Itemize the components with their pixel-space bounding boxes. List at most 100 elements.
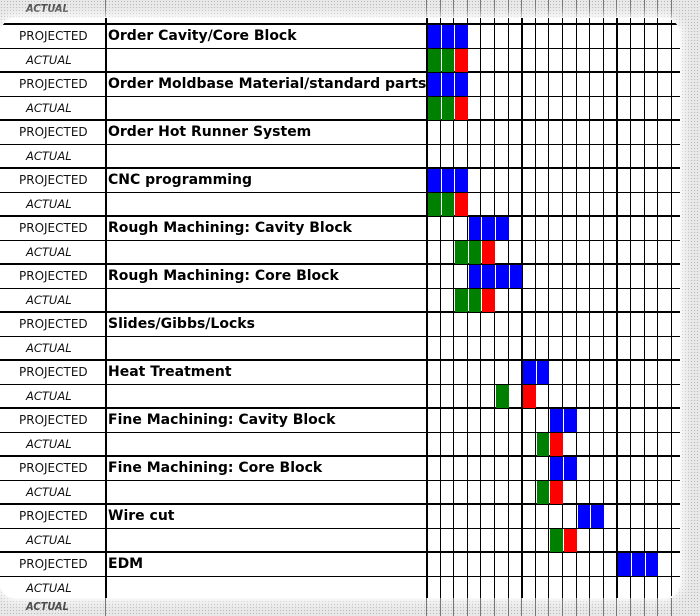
- task-name: CNC programming: [108, 172, 253, 188]
- projected-label: PROJECTED: [19, 173, 88, 187]
- task-name: Heat Treatment: [108, 364, 232, 380]
- day-column-line: [657, 18, 658, 598]
- ghost-column-line: [644, 598, 645, 616]
- actual-label: ACTUAL: [26, 245, 72, 259]
- actual-label: ACTUAL: [26, 341, 72, 355]
- ghost-column-line: [657, 598, 658, 616]
- actual-cell: [428, 49, 441, 72]
- ghost-column-line: [589, 598, 590, 616]
- day-column-line: [535, 18, 536, 598]
- actual-end-cell: [482, 241, 495, 264]
- projected-cell: [428, 169, 441, 192]
- actual-label: ACTUAL: [26, 389, 72, 403]
- ghost-column-line: [603, 598, 604, 616]
- day-column-line: [589, 18, 590, 598]
- ghost-column-line: [105, 0, 106, 18]
- actual-label: ACTUAL: [26, 149, 72, 163]
- ghost-column-line: [576, 598, 577, 616]
- ghost-column-line: [657, 0, 658, 18]
- day-column-line: [562, 18, 563, 598]
- projected-cell: [442, 169, 454, 192]
- actual-end-cell: [523, 385, 536, 408]
- timeline-left-border: [426, 18, 428, 598]
- actual-cell: [442, 97, 454, 120]
- actual-label: ACTUAL: [26, 533, 72, 547]
- task-separator-line: [0, 551, 680, 553]
- projected-cell: [469, 265, 481, 288]
- actual-cell: [442, 193, 454, 216]
- actual-cell: [442, 49, 454, 72]
- row-separator-line: [0, 288, 680, 289]
- actual-end-cell: [550, 481, 563, 504]
- projected-cell: [428, 73, 441, 96]
- projected-label: PROJECTED: [19, 317, 88, 331]
- projected-cell: [428, 25, 441, 48]
- projected-cell: [482, 265, 495, 288]
- projected-cell: [442, 25, 454, 48]
- row-separator-line: [0, 240, 680, 241]
- ghost-column-line: [494, 0, 495, 18]
- actual-cell: [469, 241, 481, 264]
- task-separator-line: [0, 503, 680, 505]
- task-name: Slides/Gibbs/Locks: [108, 316, 255, 332]
- ghost-column-line: [440, 0, 441, 18]
- task-name: Order Moldbase Material/standard parts: [108, 76, 427, 92]
- projected-cell: [496, 265, 509, 288]
- actual-label: ACTUAL: [26, 53, 72, 67]
- projected-cell: [550, 457, 563, 480]
- row-separator-line: [0, 96, 680, 97]
- projected-cell: [618, 553, 631, 576]
- task-separator-line: [0, 119, 680, 121]
- actual-cell: [537, 433, 549, 456]
- actual-cell: [537, 481, 549, 504]
- ghost-column-line: [535, 0, 536, 18]
- actual-label: ACTUAL: [26, 197, 72, 211]
- task-separator-line: [0, 359, 680, 361]
- day-column-line: [671, 18, 672, 598]
- projected-cell: [469, 217, 481, 240]
- ghost-column-line: [644, 0, 645, 18]
- ghost-column-line: [508, 0, 509, 18]
- ghost-column-line: [630, 598, 631, 616]
- projected-label: PROJECTED: [19, 125, 88, 139]
- task-name: Wire cut: [108, 508, 175, 524]
- ghost-row-top: ACTUAL: [0, 0, 700, 18]
- task-name: Fine Machining: Core Block: [108, 460, 323, 476]
- ghost-column-line: [576, 0, 577, 18]
- ghost-column-line: [548, 0, 549, 18]
- actual-cell: [455, 241, 468, 264]
- day-column-line: [453, 18, 454, 598]
- ghost-column-line: [440, 598, 441, 616]
- ghost-column-line: [453, 598, 454, 616]
- task-column-divider: [105, 18, 107, 598]
- ghost-column-line: [616, 598, 617, 616]
- projected-label: PROJECTED: [19, 509, 88, 523]
- ghost-bottom-label: ACTUAL: [26, 600, 69, 613]
- day-column-line: [548, 18, 549, 598]
- actual-end-cell: [482, 289, 495, 312]
- projected-cell: [537, 361, 549, 384]
- projected-label: PROJECTED: [19, 221, 88, 235]
- projected-label: PROJECTED: [19, 557, 88, 571]
- actual-label: ACTUAL: [26, 581, 72, 595]
- task-separator-line: [0, 215, 680, 217]
- ghost-column-line: [426, 0, 427, 18]
- row-separator-line: [0, 384, 680, 385]
- row-separator-line: [0, 144, 680, 145]
- day-column-line: [508, 18, 509, 598]
- row-separator-line: [0, 576, 680, 577]
- ghost-top-label: ACTUAL: [26, 2, 69, 15]
- ghost-column-line: [616, 0, 617, 18]
- projected-label: PROJECTED: [19, 461, 88, 475]
- row-separator-line: [0, 48, 680, 49]
- day-column-line: [644, 18, 645, 598]
- projected-cell: [455, 169, 468, 192]
- ghost-column-line: [535, 598, 536, 616]
- week-divider-line: [616, 18, 618, 598]
- day-column-line: [603, 18, 604, 598]
- ghost-column-line: [521, 0, 522, 18]
- week-divider-line: [521, 18, 523, 598]
- projected-cell: [591, 505, 604, 528]
- ghost-column-line: [467, 598, 468, 616]
- task-name: Order Cavity/Core Block: [108, 28, 297, 44]
